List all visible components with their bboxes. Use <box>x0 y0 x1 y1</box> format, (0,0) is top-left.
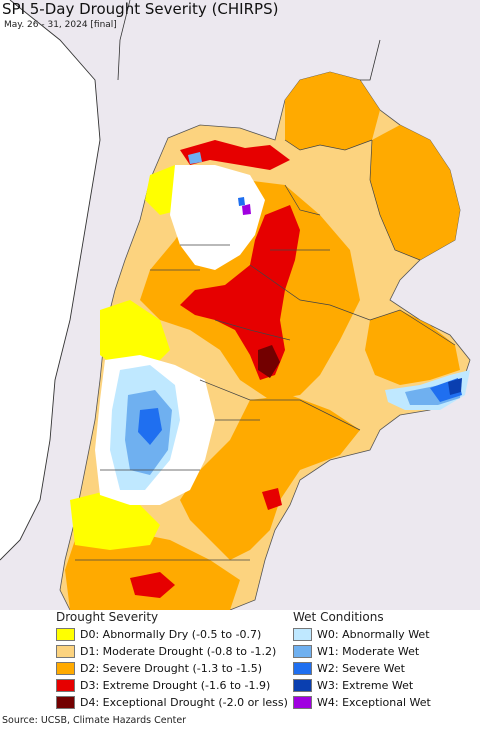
legend-item-w3: W3: Extreme Wet <box>293 678 413 692</box>
legend: Drought Severity Wet Conditions D0: Abno… <box>0 610 480 710</box>
legend-swatch-d4 <box>56 695 75 709</box>
legend-label-d0: D0: Abnormally Dry (-0.5 to -0.7) <box>80 627 262 641</box>
region-d0-west <box>100 300 170 370</box>
legend-swatch-w2 <box>293 661 312 675</box>
legend-swatch-d3 <box>56 678 75 692</box>
legend-label-d3: D3: Extreme Drought (-1.6 to -1.9) <box>80 678 271 692</box>
legend-label-w4: W4: Exceptional Wet <box>317 695 431 709</box>
legend-label-d1: D1: Moderate Drought (-0.8 to -1.2) <box>80 644 277 658</box>
legend-swatch-d1 <box>56 644 75 658</box>
legend-swatch-w3 <box>293 678 312 692</box>
legend-label-w0: W0: Abnormally Wet <box>317 627 430 641</box>
legend-label-d2: D2: Severe Drought (-1.3 to -1.5) <box>80 661 263 675</box>
region-d2-north <box>285 72 380 150</box>
legend-item-d2: D2: Severe Drought (-1.3 to -1.5) <box>56 661 262 675</box>
legend-wet-heading: Wet Conditions <box>293 610 384 624</box>
legend-swatch-w0 <box>293 627 312 641</box>
legend-swatch-w1 <box>293 644 312 658</box>
east-border <box>117 0 381 81</box>
map-title: SPI 5-Day Drought Severity (CHIRPS) <box>2 0 279 18</box>
region-d3-patch-2 <box>262 488 282 510</box>
drought-map: SPI 5-Day Drought Severity (CHIRPS) May.… <box>0 0 480 610</box>
legend-item-d4: D4: Exceptional Drought (-2.0 or less) <box>56 695 288 709</box>
coastline <box>0 0 101 561</box>
region-w2-spot <box>238 197 245 206</box>
legend-item-w4: W4: Exceptional Wet <box>293 695 431 709</box>
region-normal-north <box>170 165 265 270</box>
region-w4-spot <box>242 204 251 215</box>
boundaries <box>75 139 456 561</box>
map-subtitle: May. 26 - 31, 2024 [final] <box>4 20 117 30</box>
legend-item-w1: W1: Moderate Wet <box>293 644 419 658</box>
region-d2-south <box>180 395 360 560</box>
legend-label-w3: W3: Extreme Wet <box>317 678 414 692</box>
legend-label-d4: D4: Exceptional Drought (-2.0 or less) <box>80 695 288 709</box>
region-d2-east <box>370 125 460 260</box>
legend-item-d3: D3: Extreme Drought (-1.6 to -1.9) <box>56 678 270 692</box>
legend-item-d1: D1: Moderate Drought (-0.8 to -1.2) <box>56 644 276 658</box>
legend-drought-heading: Drought Severity <box>56 610 159 624</box>
region-d3-north-strip <box>180 140 290 170</box>
legend-swatch-d0 <box>56 627 75 641</box>
region-w2-west <box>138 408 162 445</box>
region-d2-patagonia <box>65 530 240 610</box>
source-credit: Source: UCSB, Climate Hazards Center <box>2 715 187 726</box>
legend-swatch-d2 <box>56 661 75 675</box>
region-w1-north <box>188 152 202 164</box>
legend-item-d0: D0: Abnormally Dry (-0.5 to -0.7) <box>56 627 261 641</box>
legend-item-w0: W0: Abnormally Wet <box>293 627 430 641</box>
map-svg <box>0 0 480 610</box>
legend-label-w2: W2: Severe Wet <box>317 661 405 675</box>
region-d3-patches <box>130 572 175 598</box>
region-d4-patch <box>258 345 280 378</box>
legend-item-w2: W2: Severe Wet <box>293 661 405 675</box>
legend-label-w1: W1: Moderate Wet <box>317 644 420 658</box>
region-d3-core <box>180 205 300 380</box>
region-d2-uruguay <box>365 310 460 385</box>
region-w3-uruguay <box>448 378 462 395</box>
legend-swatch-w4 <box>293 695 312 709</box>
